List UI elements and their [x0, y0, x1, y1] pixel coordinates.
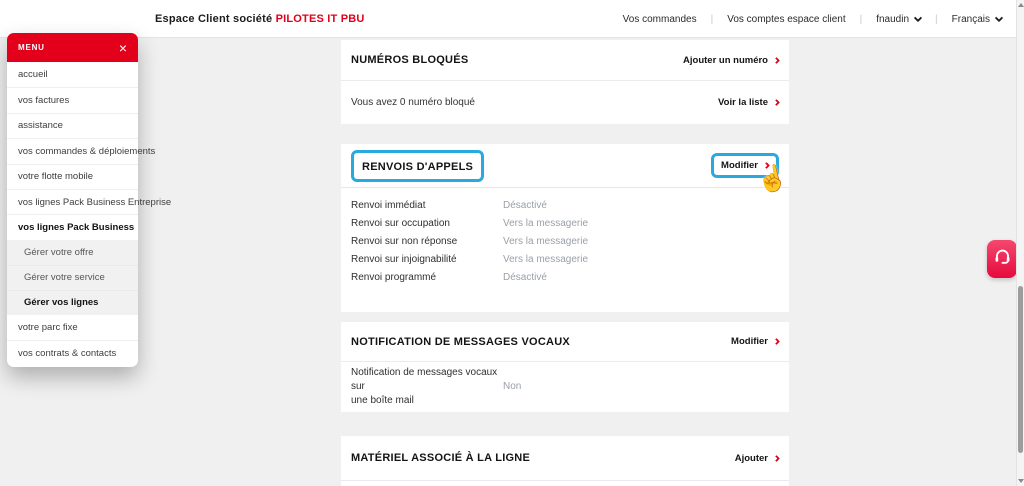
top-header-bar: Espace Client société PILOTES IT PBU Vos… [0, 0, 1016, 38]
menu-item-assistance[interactable]: assistance [7, 112, 138, 138]
chevron-right-icon [772, 56, 781, 64]
side-menu-panel: MENU × accueil vos factures assistance v… [7, 33, 171, 367]
nav-separator: | [710, 13, 714, 25]
table-row: Renvoi programmé Désactivé [351, 268, 779, 286]
call-forwarding-title: RENVOIS D'APPELS [362, 160, 474, 173]
forwarding-label: Renvoi sur occupation [351, 217, 450, 229]
voicemail-label-line2: une boîte mail [351, 394, 414, 406]
page-title: Espace Client société PILOTES IT PBU [155, 13, 365, 25]
headset-icon [993, 247, 1012, 271]
contact-support-button[interactable] [987, 240, 1017, 278]
chevron-down-icon [994, 13, 1004, 22]
add-number-label: Ajouter un numéro [683, 54, 768, 66]
forwarding-label: Renvoi programmé [351, 271, 437, 283]
chevron-right-icon [772, 454, 781, 462]
voicemail-row-label: Notification de messages vocaux sur une … [351, 366, 503, 408]
nav-language-dropdown[interactable]: Français [951, 13, 1004, 25]
add-hardware-link[interactable]: Ajouter [734, 452, 781, 464]
blocked-numbers-title: NUMÉROS BLOQUÉS [351, 54, 469, 66]
menu-item-factures[interactable]: vos factures [7, 87, 138, 112]
view-list-link[interactable]: Voir la liste [718, 96, 781, 108]
modify-voicemail-label: Modifier [731, 336, 768, 347]
scroll-up-arrow-icon[interactable] [1018, 3, 1024, 7]
menu-list-bottom: votre parc fixe vos contrats & contacts [7, 315, 138, 366]
page-title-prefix: Espace Client société [155, 13, 273, 25]
call-forwarding-header: RENVOIS D'APPELS Modifier [341, 144, 789, 188]
nav-user-label: fnaudin [876, 13, 910, 25]
hardware-title: MATÉRIEL ASSOCIÉ À LA LIGNE [351, 452, 531, 464]
menu-item-flotte-mobile[interactable]: votre flotte mobile [7, 163, 138, 189]
forwarding-value: Vers la messagerie [503, 235, 589, 247]
company-name: PILOTES IT PBU [275, 13, 365, 25]
modify-voicemail-link[interactable]: Modifier [731, 336, 781, 347]
voicemail-value: Non [503, 381, 522, 392]
blocked-numbers-row: Vous avez 0 numéro bloqué Voir la liste [341, 81, 789, 123]
voicemail-notification-card: NOTIFICATION DE MESSAGES VOCAUX Modifier… [341, 322, 789, 412]
menu-item-contrats-contacts[interactable]: vos contrats & contacts [7, 340, 138, 365]
forwarding-value: Vers la messagerie [503, 253, 589, 265]
forwarding-value: Désactivé [503, 271, 547, 283]
nav-accounts-label: Vos comptes espace client [727, 13, 846, 25]
nav-separator: | [859, 13, 863, 25]
forwarding-label: Renvoi sur non réponse [351, 235, 458, 247]
forwarding-value: Vers la messagerie [503, 217, 589, 229]
view-list-label: Voir la liste [718, 96, 768, 108]
call-forwarding-card: RENVOIS D'APPELS Modifier Renvoi immédia… [341, 144, 789, 312]
menu-item-commandes-deploiements[interactable]: vos commandes & déploiements [7, 138, 155, 163]
nav-language-label: Français [951, 13, 990, 25]
menu-list: accueil vos factures assistance vos comm… [7, 62, 171, 240]
hardware-card: MATÉRIEL ASSOCIÉ À LA LIGNE Ajouter [341, 436, 789, 486]
close-icon[interactable]: × [118, 39, 127, 56]
menu-item-lignes-pack-business[interactable]: vos lignes Pack Business [7, 214, 138, 239]
menu-item-lignes-pbe[interactable]: vos lignes Pack Business Entreprise [7, 188, 171, 214]
call-forwarding-title-highlight: RENVOIS D'APPELS [351, 149, 485, 182]
table-row: Renvoi sur injoignabilité Vers la messag… [351, 250, 779, 268]
voicemail-label-line1: Notification de messages vocaux sur [351, 366, 498, 392]
modify-forwarding-link[interactable]: Modifier [721, 160, 771, 171]
nav-user-dropdown[interactable]: fnaudin [876, 13, 923, 25]
blocked-numbers-card: NUMÉROS BLOQUÉS Ajouter un numéro Vous a… [341, 40, 789, 124]
blocked-numbers-header: NUMÉROS BLOQUÉS Ajouter un numéro [341, 40, 789, 81]
scroll-down-arrow-icon[interactable] [1018, 479, 1024, 483]
hardware-header: MATÉRIEL ASSOCIÉ À LA LIGNE Ajouter [341, 436, 789, 481]
menu-submenu: Gérer votre offre Gérer votre service Gé… [7, 239, 138, 315]
blocked-count-text: Vous avez 0 numéro bloqué [351, 96, 475, 108]
forwarding-label: Renvoi sur injoignabilité [351, 253, 457, 265]
submenu-item-gerer-service[interactable]: Gérer votre service [7, 264, 138, 290]
forwarding-rows: Renvoi immédiat Désactivé Renvoi sur occ… [341, 188, 789, 286]
add-hardware-label: Ajouter [734, 452, 768, 464]
side-menu-header: MENU × [7, 33, 138, 62]
nav-orders-link[interactable]: Vos commandes [623, 14, 697, 25]
scrollbar-thumb[interactable] [1018, 286, 1023, 453]
menu-item-accueil[interactable]: accueil [18, 69, 48, 81]
submenu-item-gerer-offre[interactable]: Gérer votre offre [24, 246, 94, 258]
voicemail-row: Notification de messages vocaux sur une … [341, 362, 789, 411]
menu-item-parc-fixe[interactable]: votre parc fixe [18, 321, 78, 333]
menu-title: MENU [18, 43, 45, 52]
table-row: Renvoi sur occupation Vers la messagerie [351, 214, 779, 232]
chevron-right-icon [772, 337, 781, 346]
chevron-right-icon [772, 98, 781, 106]
forwarding-label: Renvoi immédiat [351, 199, 426, 211]
voicemail-title: NOTIFICATION DE MESSAGES VOCAUX [351, 335, 571, 348]
add-number-link[interactable]: Ajouter un numéro [683, 54, 781, 66]
table-row: Renvoi immédiat Désactivé [351, 196, 779, 214]
chevron-down-icon [913, 13, 923, 22]
nav-orders-label: Vos commandes [622, 13, 697, 25]
modify-forwarding-label: Modifier [721, 160, 758, 171]
forwarding-value: Désactivé [503, 199, 547, 211]
modify-forwarding-highlight: Modifier [711, 153, 779, 178]
voicemail-header: NOTIFICATION DE MESSAGES VOCAUX Modifier [341, 322, 789, 362]
submenu-item-gerer-lignes[interactable]: Gérer vos lignes [7, 289, 138, 315]
nav-separator: | [935, 13, 938, 25]
nav-accounts-link[interactable]: Vos comptes espace client [727, 14, 845, 25]
table-row: Renvoi sur non réponse Vers la messageri… [351, 232, 779, 250]
vertical-scrollbar[interactable] [1016, 0, 1024, 486]
top-navigation: Vos commandes | Vos comptes espace clien… [623, 0, 1004, 38]
